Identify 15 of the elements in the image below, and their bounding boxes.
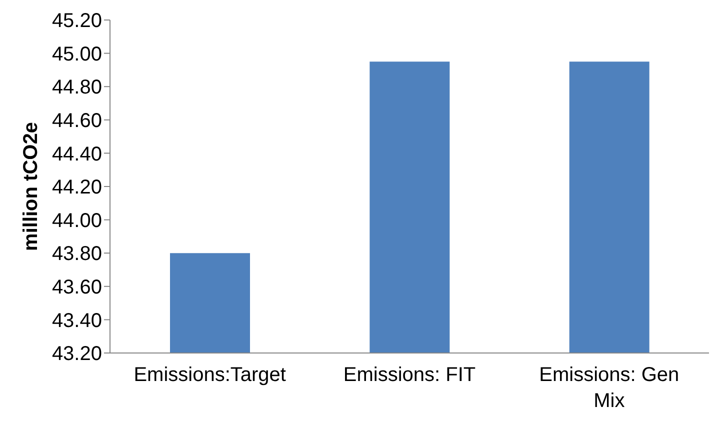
- x-tick-label: Emissions: Gen Mix: [539, 364, 680, 412]
- y-tick-label: 43.60: [52, 276, 102, 298]
- y-tick-label: 44.00: [52, 210, 102, 232]
- y-tick-label: 43.40: [52, 310, 102, 332]
- y-tick-label: 44.20: [52, 176, 102, 199]
- y-tick-label: 44.40: [52, 143, 102, 166]
- x-tick-label: Emissions:Target: [134, 364, 286, 386]
- y-tick-label: 43.80: [52, 243, 102, 266]
- y-tick-label: 45.20: [52, 10, 102, 32]
- y-tick-label: 45.00: [52, 43, 102, 66]
- y-axis-title: million tCO2e: [20, 122, 42, 251]
- x-tick-label: Emissions: FIT: [343, 364, 476, 386]
- y-tick-label: 44.80: [52, 76, 102, 99]
- y-tick-label: 43.20: [52, 343, 102, 366]
- y-tick-label: 44.60: [52, 110, 102, 132]
